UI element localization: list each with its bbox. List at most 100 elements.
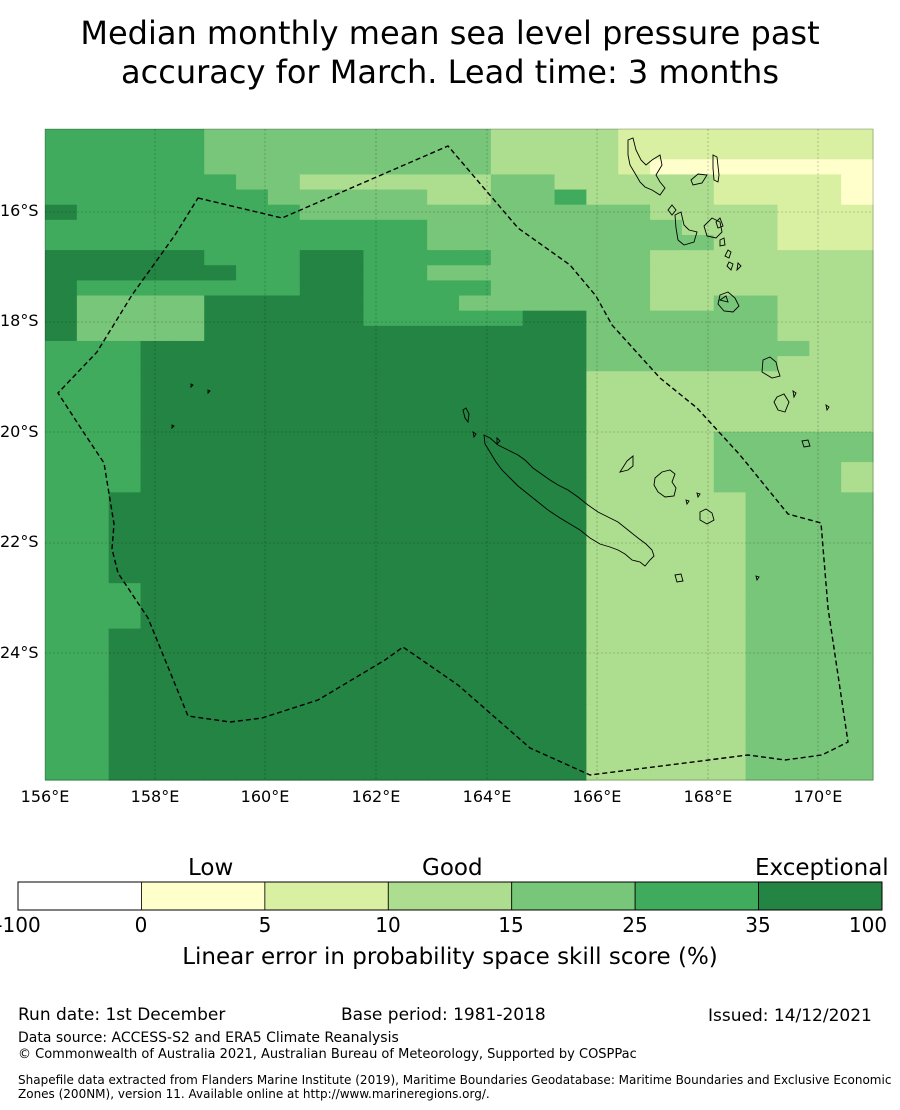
grid-cell (809, 719, 842, 736)
grid-cell (809, 174, 842, 191)
grid-cell (841, 356, 874, 372)
lon-label-164e: 164°E (462, 787, 512, 806)
grid-cell (395, 643, 428, 660)
grid-cell (76, 174, 110, 191)
grid-cell (459, 219, 492, 236)
grid-cell (45, 401, 78, 418)
grid-cell (140, 462, 173, 478)
grid-cell (331, 431, 365, 448)
colorbar-swatch (387, 881, 513, 911)
grid-cell (586, 340, 619, 357)
grid-cell (777, 371, 810, 387)
grid-cell (618, 250, 651, 266)
grid-cell (204, 234, 237, 251)
grid-cell (76, 129, 110, 145)
grid-cell (299, 643, 333, 660)
lon-label-156e: 156°E (20, 787, 70, 806)
grid-cell (45, 598, 78, 615)
grid-cell (331, 628, 365, 645)
grid-cell (363, 764, 396, 781)
grid-cell (681, 764, 715, 781)
grid-cell (299, 674, 333, 690)
colorbar-tick: -100 (0, 913, 41, 937)
grid-cell (299, 356, 333, 372)
grid-cell (841, 250, 874, 266)
grid-cell (522, 325, 556, 342)
grid-cell (140, 749, 173, 766)
grid-cell (76, 674, 110, 690)
grid-cell (554, 340, 587, 357)
grid-cell (172, 492, 205, 509)
grid-cell (204, 250, 237, 266)
grid-cell (267, 250, 301, 266)
grid-cell (140, 371, 173, 387)
grid-cell (745, 552, 779, 569)
grid-cell (713, 204, 747, 221)
grid-cell (236, 340, 269, 357)
grid-cell (427, 507, 460, 524)
grid-cell (713, 643, 747, 660)
grid-cell (363, 219, 396, 236)
grid-cell (554, 598, 587, 615)
grid-cell (713, 598, 747, 615)
grid-cell (299, 537, 333, 554)
grid-cell (522, 477, 556, 493)
grid-cell (650, 749, 683, 766)
grid-cell (554, 219, 587, 236)
grid-cell (45, 295, 78, 312)
grid-cell (650, 764, 683, 781)
grid-cell (363, 416, 396, 433)
grid-cell (841, 462, 874, 478)
grid-cell (586, 416, 619, 433)
grid-cell (681, 446, 715, 463)
grid-cell (809, 234, 842, 251)
grid-cell (267, 280, 301, 297)
grid-cell (108, 325, 142, 342)
grid-cell (490, 431, 524, 448)
grid-cell (681, 325, 715, 342)
grid-cell (76, 568, 110, 584)
grid-cell (490, 174, 524, 191)
grid-cell (490, 401, 524, 418)
grid-cell (363, 356, 396, 372)
grid-cell (108, 749, 142, 766)
grid-cell (108, 537, 142, 554)
grid-cell (236, 749, 269, 766)
grid-cell (586, 689, 619, 705)
grid-cell (490, 265, 524, 281)
grid-cell (204, 174, 237, 191)
grid-cell (76, 416, 110, 433)
grid-cell (45, 310, 78, 327)
grid-cell (267, 295, 301, 312)
grid-cell (554, 689, 587, 705)
grid-cell (76, 386, 110, 403)
grid-cell (204, 704, 237, 721)
grid-cell (650, 628, 683, 645)
grid-cell (267, 628, 301, 645)
grid-cell (267, 477, 301, 493)
grid-cell (777, 189, 810, 206)
grid-cell (681, 749, 715, 766)
grid-cell (76, 189, 110, 206)
grid-cell (363, 462, 396, 478)
grid-cell (809, 401, 842, 418)
grid-cell (236, 492, 269, 509)
grid-cell (777, 159, 810, 176)
grid-cell (45, 568, 78, 584)
grid-cell (459, 689, 492, 705)
grid-cell (809, 598, 842, 615)
grid-cell (45, 129, 78, 145)
grid-cell (681, 234, 715, 251)
grid-cell (172, 598, 205, 615)
grid-cell (140, 658, 173, 675)
grid-cell (618, 386, 651, 403)
grid-cell (299, 477, 333, 493)
grid-cell (45, 144, 78, 160)
grid-cell (45, 159, 78, 176)
grid-cell (554, 174, 587, 191)
grid-cell (172, 174, 205, 191)
grid-cell (108, 477, 142, 493)
grid-cell (650, 719, 683, 736)
grid-cell (618, 658, 651, 675)
grid-cell (459, 310, 492, 327)
